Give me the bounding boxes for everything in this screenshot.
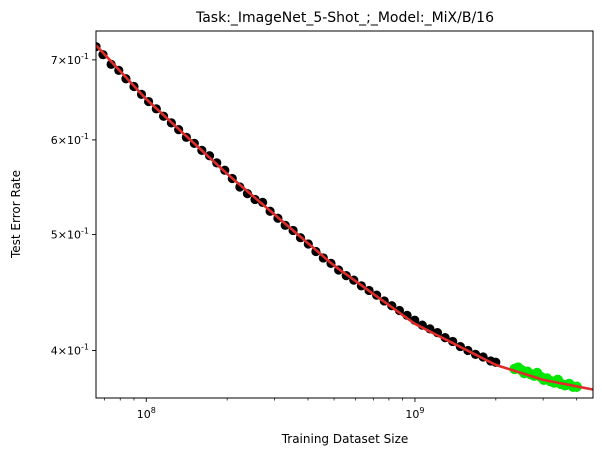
- x-tick-label: 108: [137, 406, 156, 421]
- x-axis-label: Training Dataset Size: [281, 432, 409, 446]
- y-tick-label: 6×10-1: [51, 132, 89, 147]
- chart-title: Task:_ImageNet_5-Shot_;_Model:_MiX/B/16: [195, 10, 494, 26]
- y-axis-label: Test Error Rate: [9, 170, 23, 259]
- fit-line-top-group: [96, 44, 593, 391]
- plot-frame: [95, 30, 594, 399]
- y-tick-label: 7×10-1: [51, 52, 89, 67]
- data-point-fitted: [394, 305, 405, 316]
- y-tick-label: 4×10-1: [51, 342, 89, 357]
- y-tick-label: 5×10-1: [51, 227, 89, 242]
- y-axis: 4×10-1 5×10-1 6×10-1 7×10-1: [51, 52, 96, 357]
- data-point-fitted: [235, 182, 245, 192]
- x-tick-label: 109: [405, 406, 424, 421]
- fit-curve-line: [96, 44, 593, 391]
- x-axis: 108 109: [104, 398, 578, 421]
- plot-area: [96, 42, 593, 392]
- data-point-fitted: [242, 189, 253, 199]
